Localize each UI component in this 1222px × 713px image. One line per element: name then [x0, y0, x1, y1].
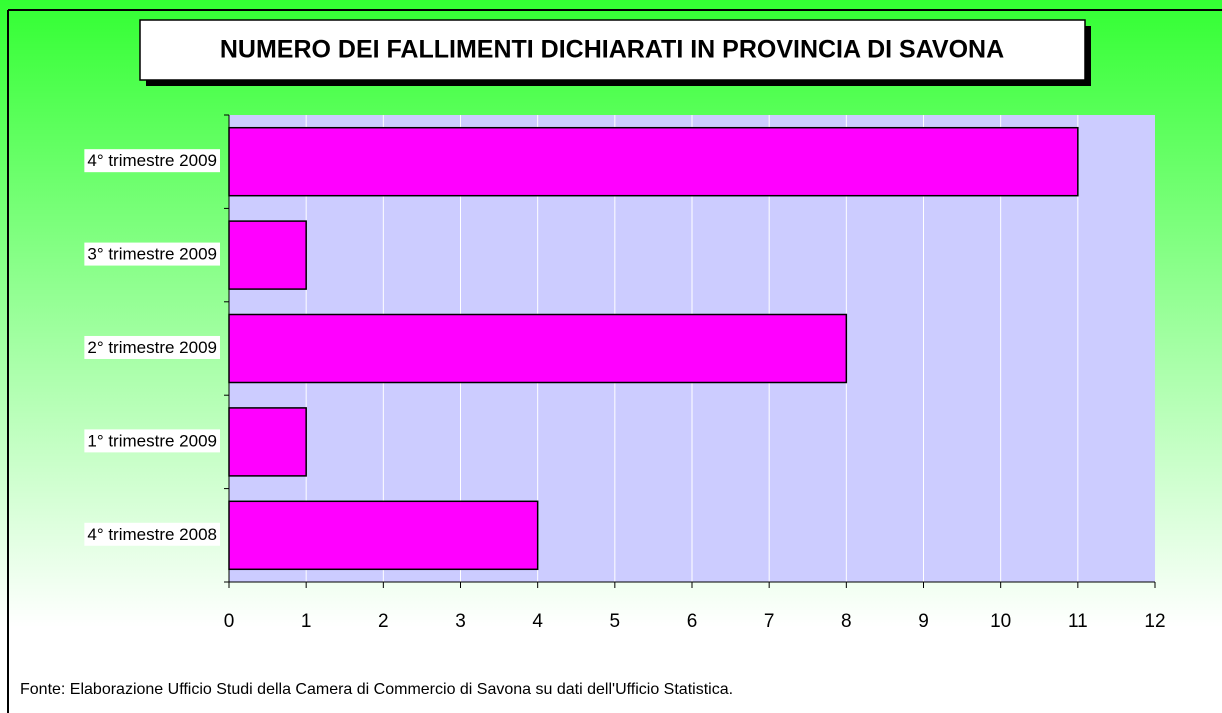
x-tick-label: 0	[224, 611, 235, 632]
category-label-box	[84, 522, 220, 546]
x-tick-label: 2	[378, 611, 389, 632]
x-tick-label: 7	[764, 611, 775, 632]
chart-title: NUMERO DEI FALLIMENTI DICHIARATI IN PROV…	[220, 36, 1004, 64]
y-tick-label: 4° trimestre 2008	[87, 525, 217, 544]
x-tick-label: 9	[918, 611, 929, 632]
x-tick-label: 6	[687, 611, 698, 632]
x-tick-label: 1	[301, 611, 312, 632]
source-note: Fonte: Elaborazione Ufficio Studi della …	[20, 681, 733, 698]
category-label-box	[84, 335, 220, 359]
x-tick-label: 3	[455, 611, 466, 632]
y-tick-label: 4° trimestre 2009	[87, 151, 217, 170]
bar	[228, 220, 307, 290]
x-tick-label: 8	[841, 611, 852, 632]
bar	[228, 407, 307, 477]
y-tick-label: 2° trimestre 2009	[87, 338, 217, 357]
x-tick-label: 11	[1068, 611, 1088, 632]
x-tick-label: 4	[532, 611, 543, 632]
x-tick-label: 10	[990, 611, 1011, 632]
x-tick-label: 12	[1144, 611, 1165, 632]
bar	[228, 500, 539, 571]
y-tick-label: 1° trimestre 2009	[87, 431, 217, 450]
bar	[228, 126, 1079, 197]
category-label-box	[84, 149, 220, 173]
category-label-box	[84, 242, 220, 266]
bar	[228, 313, 848, 384]
category-label-box	[84, 429, 220, 453]
title-box	[139, 19, 1086, 81]
y-tick-label: 3° trimestre 2009	[87, 245, 217, 264]
x-tick-label: 5	[610, 611, 621, 632]
